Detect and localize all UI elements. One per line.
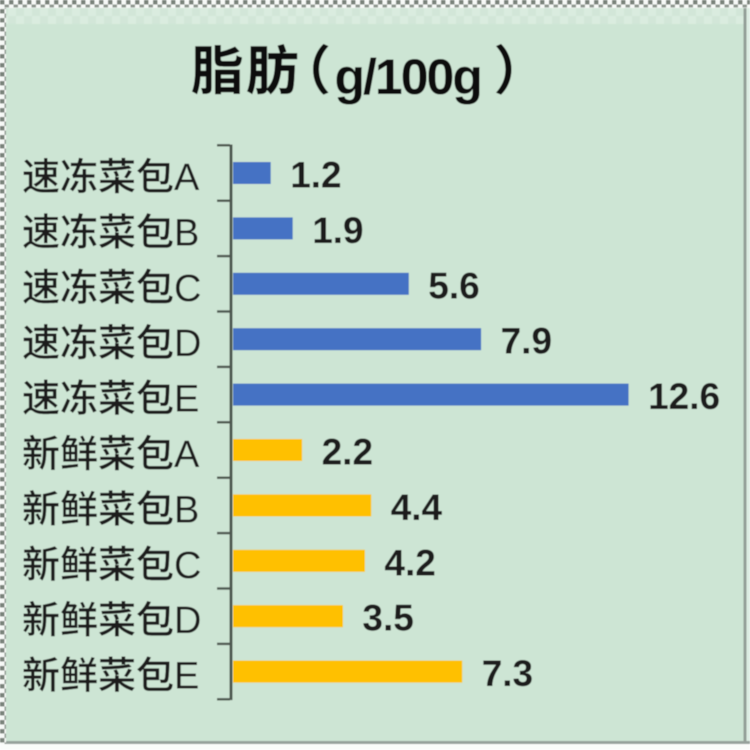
svg-text:C: C — [174, 545, 201, 587]
svg-text:5.6: 5.6 — [428, 265, 479, 306]
svg-text:7.3: 7.3 — [482, 653, 533, 694]
svg-text:4.4: 4.4 — [391, 487, 443, 528]
svg-text:E: E — [174, 379, 199, 421]
svg-text:D: D — [174, 323, 201, 365]
svg-text:2.2: 2.2 — [322, 432, 373, 473]
svg-text:A: A — [174, 434, 200, 476]
svg-text:D: D — [174, 600, 201, 642]
svg-text:3.5: 3.5 — [362, 598, 413, 639]
svg-text:g/100g: g/100g — [335, 49, 481, 105]
svg-text:A: A — [174, 157, 200, 199]
svg-text:B: B — [174, 212, 199, 254]
svg-text:E: E — [174, 656, 199, 698]
svg-text:1.9: 1.9 — [312, 210, 363, 251]
svg-text:7.9: 7.9 — [501, 321, 552, 362]
svg-text:C: C — [174, 268, 201, 310]
svg-text:1.2: 1.2 — [290, 155, 341, 196]
svg-text:4.2: 4.2 — [384, 542, 435, 583]
svg-text:12.6: 12.6 — [648, 376, 720, 417]
svg-text:B: B — [174, 489, 199, 531]
